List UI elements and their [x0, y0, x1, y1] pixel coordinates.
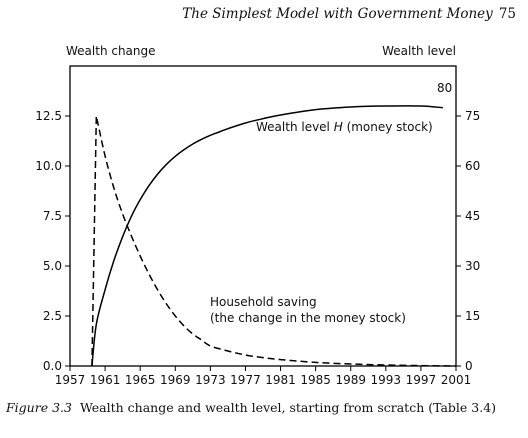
x-tick-label-1969: 1969	[160, 373, 191, 387]
wealth-chart: Wealth change Wealth level 1957 1961 1965 1…	[35, 44, 480, 387]
wealth-level-label-suffix: (money stock)	[343, 120, 433, 134]
y-left-tick-label-1: 2.5	[43, 309, 62, 323]
y-left-tick-label-0: 0.0	[43, 359, 62, 373]
x-tick-label-1977: 1977	[230, 373, 261, 387]
running-header: The Simplest Model with Government Money…	[182, 6, 516, 22]
right-axis-title: Wealth level	[382, 44, 456, 58]
figure-caption: Figure 3.3 Wealth change and wealth level…	[6, 400, 496, 415]
x-tick-label-2001: 2001	[441, 373, 472, 387]
wealth-level-label: Wealth level H (money stock)	[256, 120, 433, 134]
household-saving-line	[91, 115, 457, 367]
x-tick-label-1973: 1973	[195, 373, 226, 387]
x-tick-label-1957: 1957	[55, 373, 86, 387]
x-tick-label-1989: 1989	[335, 373, 366, 387]
running-title: The Simplest Model with Government Money	[182, 6, 493, 22]
wealth-level-label-var: H	[334, 120, 343, 134]
end-value-label: 80	[437, 81, 452, 95]
x-tick-label-1985: 1985	[300, 373, 331, 387]
left-axis-title: Wealth change	[66, 44, 156, 58]
x-tick-label-1997: 1997	[406, 373, 437, 387]
y-right-tick-label-4: 60	[465, 159, 480, 173]
y-right-tick-label-0: 0	[465, 359, 473, 373]
y-left-tick-label-4: 10.0	[35, 159, 62, 173]
y-left-tick-label-2: 5.0	[43, 259, 62, 273]
y-right-tick-label-1: 15	[465, 309, 480, 323]
saving-label-line2: (the change in the money stock)	[210, 311, 406, 325]
wealth-level-label-prefix: Wealth level	[256, 120, 334, 134]
y-left-tick-label-3: 7.5	[43, 209, 62, 223]
y-right-tick-label-5: 75	[465, 109, 480, 123]
x-tick-label-1993: 1993	[371, 373, 402, 387]
caption-text: Wealth change and wealth level, starting…	[79, 400, 497, 415]
page-number: 75	[498, 6, 516, 22]
y-right-tick-label-2: 30	[465, 259, 480, 273]
y-right-tick-label-3: 45	[465, 209, 480, 223]
x-tick-label-1981: 1981	[265, 373, 296, 387]
wealth-level-line	[91, 105, 443, 367]
y-left-tick-label-5: 12.5	[35, 109, 62, 123]
x-tick-label-1965: 1965	[125, 373, 156, 387]
caption-label: Figure 3.3	[6, 400, 72, 415]
saving-label-line1: Household saving	[210, 295, 317, 309]
x-tick-label-1961: 1961	[90, 373, 121, 387]
